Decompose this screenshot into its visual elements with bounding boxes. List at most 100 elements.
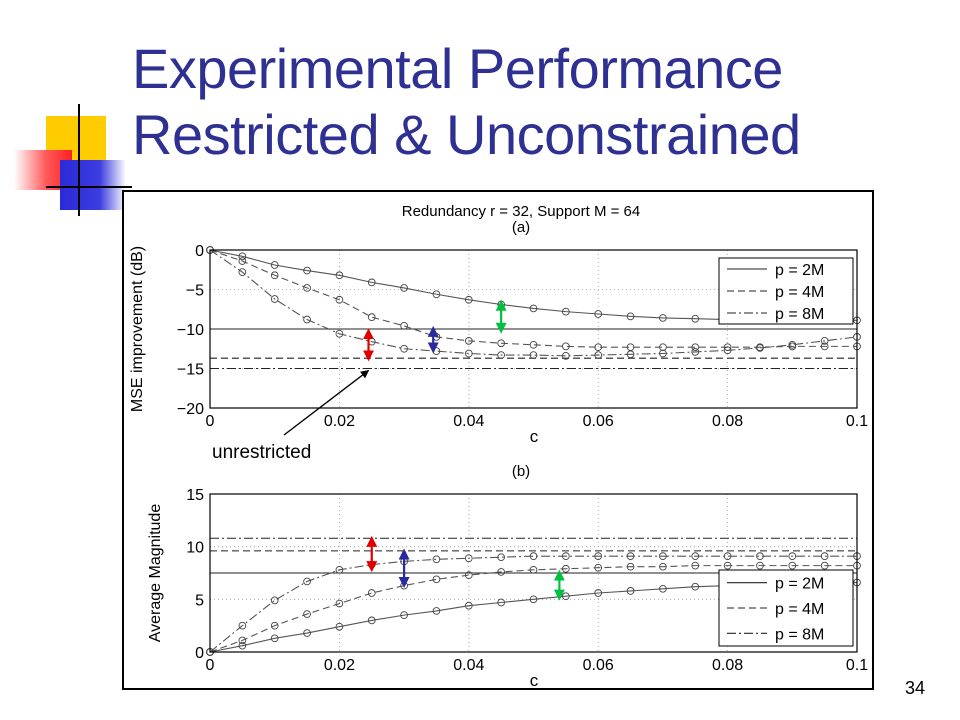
data-point <box>432 555 441 564</box>
data-point <box>335 622 344 631</box>
data-point <box>238 641 247 650</box>
data-point <box>594 310 603 318</box>
data-point <box>464 601 473 610</box>
data-point <box>691 552 700 560</box>
data-point <box>529 304 538 313</box>
deco-horizontal-line <box>46 186 132 188</box>
data-point <box>367 278 376 287</box>
y-tick-label: −20 <box>177 401 204 418</box>
panel-label: (b) <box>512 463 530 480</box>
data-point <box>303 610 311 618</box>
data-point <box>756 344 764 352</box>
deco-blue-square <box>60 160 126 210</box>
data-point <box>691 348 700 356</box>
data-point <box>820 342 829 351</box>
data-point <box>497 598 506 607</box>
x-tick-label: 0.04 <box>453 413 484 430</box>
data-point <box>270 295 279 303</box>
data-point <box>562 564 570 573</box>
data-point <box>464 295 473 304</box>
data-point <box>303 315 311 324</box>
data-point <box>659 562 667 571</box>
figure-svg: Redundancy r = 32, Support M = 64 0 0.02 0… <box>129 203 868 690</box>
annotation-pointer <box>283 369 370 436</box>
legend-label: p = 4M <box>775 601 824 618</box>
axes-box <box>209 493 858 653</box>
x-tick-label: 0.06 <box>583 657 614 674</box>
data-point <box>788 340 797 349</box>
x-tick-label: 0.02 <box>324 657 355 674</box>
data-point <box>497 553 506 562</box>
legend-label: p = 8M <box>775 626 824 643</box>
data-point <box>270 261 279 269</box>
data-point <box>432 290 441 299</box>
figure-title: Redundancy r = 32, Support M = 64 <box>402 203 640 220</box>
panel-label: (a) <box>512 219 530 236</box>
data-point <box>270 634 279 643</box>
panel-b: 0 0.02 0.04 0.06 0.08 0.1 15 10 5 0 (b) c Average Ma… <box>147 463 868 690</box>
data-point <box>303 577 311 586</box>
data-point <box>367 616 376 625</box>
data-point <box>497 568 506 576</box>
y-tick-label: −5 <box>186 283 204 300</box>
data-point <box>594 563 603 572</box>
x-axis-label: c <box>530 427 539 446</box>
deco-vertical-line <box>78 104 80 216</box>
data-point <box>659 552 667 560</box>
data-point <box>594 351 603 359</box>
y-axis-label: MSE improvement (dB) <box>129 246 146 412</box>
data-point <box>626 587 635 595</box>
series-line-dashdot <box>209 249 858 357</box>
data-point <box>820 561 829 570</box>
data-point <box>659 314 667 322</box>
data-point <box>659 584 667 593</box>
y-axis-label: Average Magnitude <box>147 504 164 643</box>
data-point <box>238 257 247 265</box>
x-tick-label: 0 <box>206 657 215 674</box>
series-line-dashdot <box>209 555 857 653</box>
data-point <box>691 582 700 591</box>
data-point <box>432 607 441 615</box>
data-point <box>691 343 700 352</box>
y-tick-label: 15 <box>186 487 204 504</box>
slide-title: Experimental Performance Restricted & Un… <box>132 36 932 168</box>
x-tick-label: 0.1 <box>846 657 868 674</box>
data-point <box>529 595 538 604</box>
data-point <box>303 266 311 275</box>
data-point <box>335 329 344 338</box>
slide-title-line-2: Restricted & Unconstrained <box>132 103 801 166</box>
data-point <box>691 314 700 323</box>
y-tick-label: 10 <box>186 540 204 557</box>
data-point <box>788 552 797 560</box>
data-point <box>238 268 247 276</box>
data-point <box>432 575 441 584</box>
slide-title-line-1: Experimental Performance <box>132 37 783 100</box>
series-line-dashed <box>209 249 857 348</box>
data-point <box>756 561 764 570</box>
x-tick-label: 0.06 <box>583 413 614 430</box>
data-point <box>562 342 570 351</box>
data-point <box>497 339 506 348</box>
data-point <box>626 312 635 321</box>
data-point <box>335 565 344 574</box>
data-point <box>497 351 506 359</box>
data-point <box>626 350 635 359</box>
data-point <box>464 337 473 345</box>
data-point <box>303 629 311 637</box>
data-point <box>788 561 797 570</box>
y-tick-label: 0 <box>195 243 204 260</box>
data-point <box>594 589 603 597</box>
x-tick-label: 0.1 <box>846 413 868 430</box>
data-point <box>270 621 279 630</box>
data-point <box>562 352 570 360</box>
data-point <box>400 344 408 353</box>
data-point <box>529 552 538 560</box>
data-point <box>691 561 700 570</box>
data-point <box>723 346 732 355</box>
data-point <box>723 552 732 560</box>
data-point <box>400 284 408 292</box>
data-point <box>335 599 344 608</box>
data-point <box>464 571 473 579</box>
data-point <box>562 307 570 316</box>
data-point <box>270 596 279 605</box>
